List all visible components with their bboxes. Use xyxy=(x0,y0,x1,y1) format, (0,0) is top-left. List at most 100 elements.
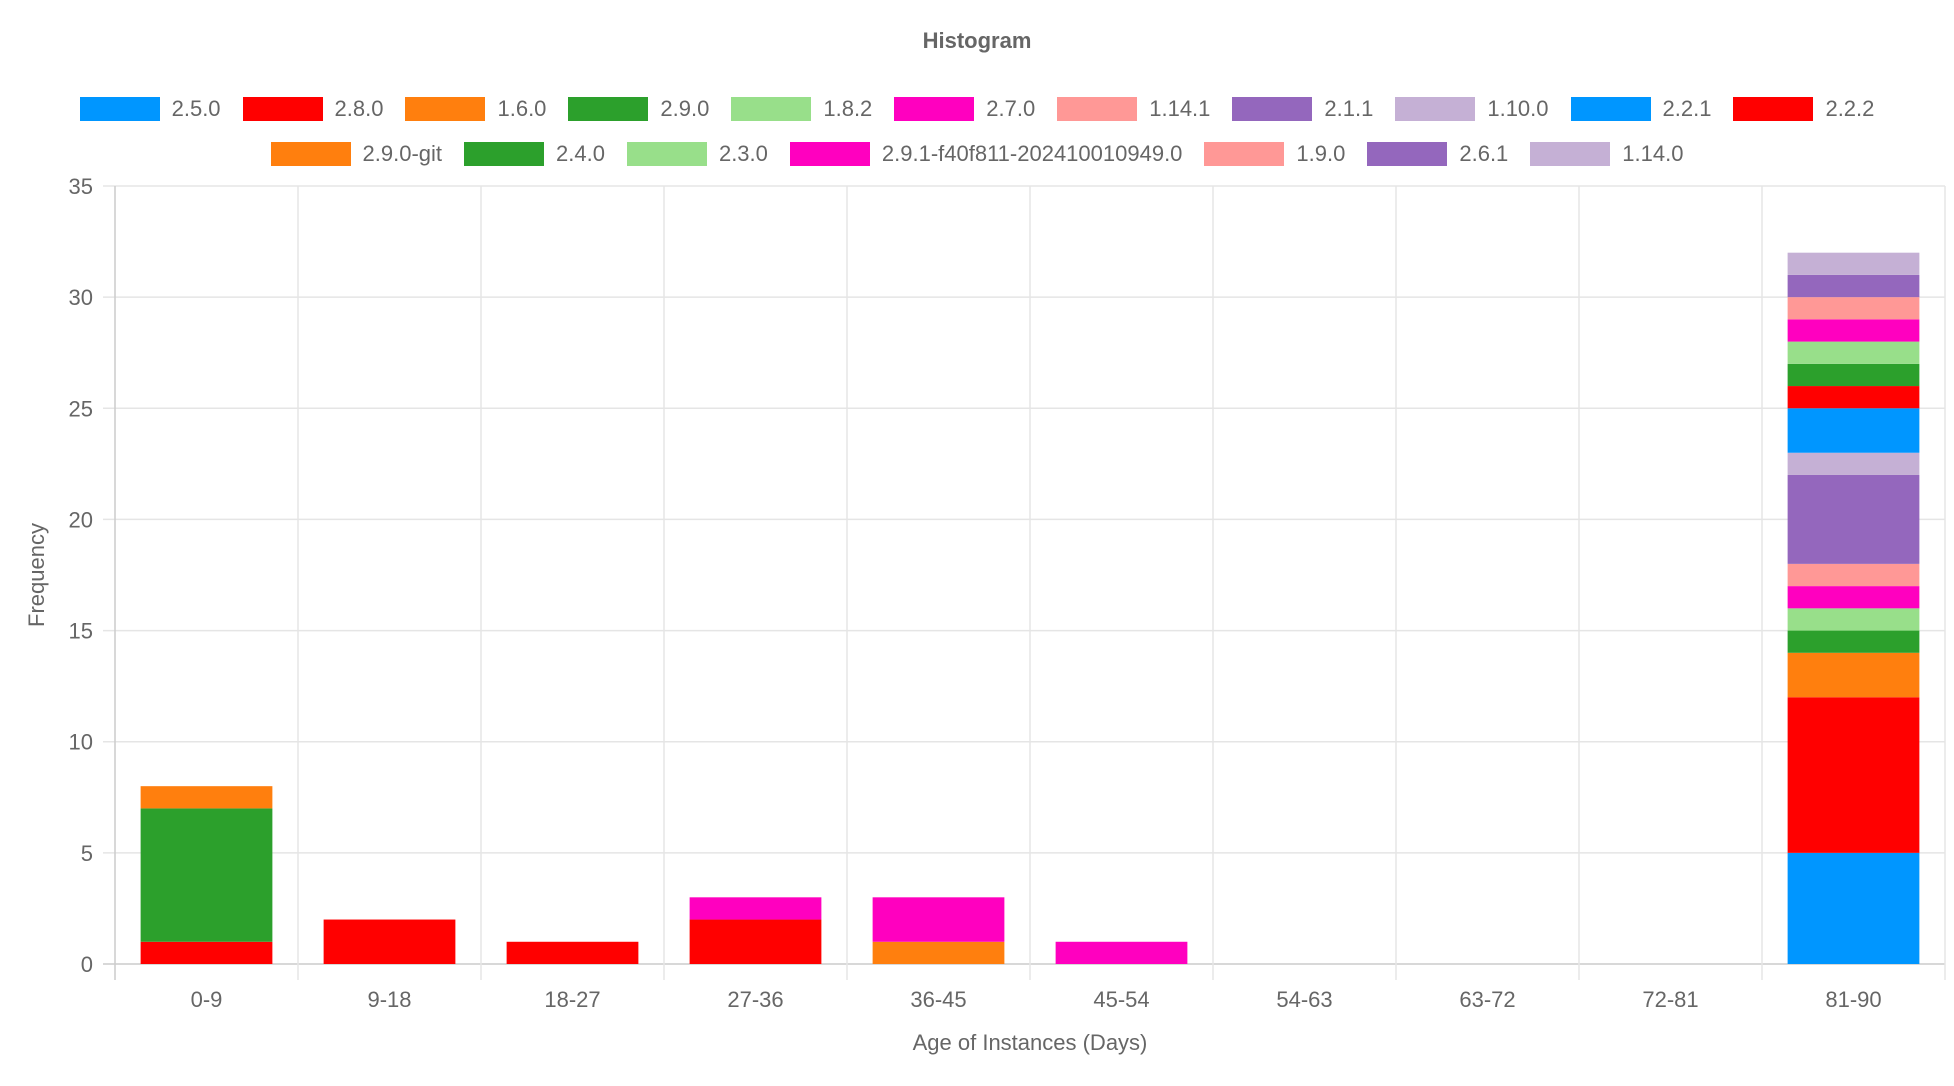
legend-label: 2.9.0 xyxy=(660,96,710,121)
legend-item[interactable]: 2.7.0 xyxy=(894,96,1035,122)
y-tick-label: 5 xyxy=(81,841,93,866)
legend-label: 2.3.0 xyxy=(718,141,768,166)
y-tick-label: 20 xyxy=(69,507,93,532)
legend-label: 2.1.1 xyxy=(1324,96,1374,121)
legend-swatch xyxy=(1530,142,1611,166)
legend-item[interactable]: 2.9.1-f40f811-202410010949.0 xyxy=(789,141,1183,167)
legend-label: 2.9.0-git xyxy=(362,141,443,166)
legend-label: 1.8.2 xyxy=(823,96,873,121)
legend-item[interactable]: 2.5.0 xyxy=(79,96,221,122)
bar-segment-2.9.0-git[interactable] xyxy=(872,941,1005,964)
legend-item[interactable]: 2.2.2 xyxy=(1733,96,1874,122)
legend-item[interactable]: 2.8.0 xyxy=(242,96,384,122)
x-tick-label: 36-45 xyxy=(910,987,966,1012)
y-axis-title: Frequency xyxy=(24,523,49,627)
x-tick-label: 54-63 xyxy=(1276,987,1332,1012)
legend-label: 1.14.0 xyxy=(1622,141,1684,166)
y-tick-label: 25 xyxy=(69,396,93,421)
bar-segment-2.9.0[interactable] xyxy=(140,808,273,942)
y-tick-label: 10 xyxy=(69,730,93,755)
bar-segment-1.9.0[interactable] xyxy=(1787,297,1920,320)
bar-segment-1.10.0[interactable] xyxy=(1787,452,1920,475)
bar-segment-2.9.0-git[interactable] xyxy=(140,786,273,809)
bar-segment-2.9.1-f40f811-202410010949.0[interactable] xyxy=(1055,941,1188,964)
legend-swatch xyxy=(1395,97,1476,121)
legend-swatch xyxy=(626,142,707,166)
legend-item[interactable]: 1.14.0 xyxy=(1530,141,1683,167)
bar-segment-1.14.1[interactable] xyxy=(1787,563,1920,587)
bar-segment-2.3.0[interactable] xyxy=(1787,341,1920,364)
x-tick-label: 81-90 xyxy=(1825,987,1881,1012)
legend-item[interactable]: 2.2.1 xyxy=(1570,96,1712,122)
x-tick-label: 9-18 xyxy=(367,987,411,1012)
x-tick-label: 0-9 xyxy=(191,987,223,1012)
legend-item[interactable]: 2.6.1 xyxy=(1367,141,1508,167)
legend-label: 2.2.1 xyxy=(1662,96,1712,121)
y-tick-label: 0 xyxy=(81,952,93,977)
legend-item[interactable]: 2.9.0 xyxy=(568,96,709,122)
legend-label: 2.2.2 xyxy=(1825,96,1875,121)
legend-row: 2.9.0-git 2.4.0 2.3.0 2.9.1-f40f811-2024100… xyxy=(0,141,1954,167)
legend-label: 1.14.1 xyxy=(1149,96,1211,121)
bar-segment-2.9.1-f40f811-202410010949.0[interactable] xyxy=(872,897,1005,942)
bar-segment-2.8.0[interactable] xyxy=(140,941,273,964)
bar-segment-2.5.0[interactable] xyxy=(1787,852,1920,964)
legend-item[interactable]: 1.6.0 xyxy=(405,96,546,122)
legend-swatch xyxy=(731,97,812,121)
y-tick-label: 15 xyxy=(69,619,93,644)
bar-segment-2.2.2[interactable] xyxy=(1787,386,1920,409)
legend-swatch xyxy=(894,97,975,121)
bar-segment-1.14.0[interactable] xyxy=(1787,252,1920,275)
bar-segment-2.8.0[interactable] xyxy=(1787,697,1920,853)
legend-swatch xyxy=(242,97,323,121)
legend-label: 2.9.1-f40f811-202410010949.0 xyxy=(881,141,1183,166)
bar-segment-2.8.0[interactable] xyxy=(689,919,822,964)
legend-item[interactable]: 1.14.1 xyxy=(1057,96,1210,122)
legend-swatch xyxy=(1232,97,1313,121)
legend-swatch xyxy=(1570,97,1651,121)
legend-item[interactable]: 2.3.0 xyxy=(626,141,768,167)
legend-item[interactable]: 2.4.0 xyxy=(464,141,605,167)
legend-label: 2.8.0 xyxy=(334,96,384,121)
bar-segment-2.8.0[interactable] xyxy=(323,919,456,964)
legend-row: 2.5.0 2.8.0 1.6.0 2.9.0 1.8.2 2.7.0 1.14.1 2.1.… xyxy=(0,96,1954,122)
bar-segment-1.8.2[interactable] xyxy=(1787,608,1920,631)
legend-label: 1.10.0 xyxy=(1487,96,1549,121)
x-tick-label: 18-27 xyxy=(544,987,600,1012)
legend-swatch xyxy=(1057,97,1138,121)
bar-segment-2.8.0[interactable] xyxy=(506,941,639,964)
legend-item[interactable]: 1.9.0 xyxy=(1204,141,1345,167)
bar-segment-2.6.1[interactable] xyxy=(1787,274,1920,298)
legend-swatch xyxy=(1733,97,1814,121)
legend-item[interactable]: 1.10.0 xyxy=(1395,96,1549,122)
legend-swatch xyxy=(789,142,870,166)
bar-segment-1.6.0[interactable] xyxy=(1787,652,1920,698)
x-tick-label: 27-36 xyxy=(727,987,783,1012)
legend-item[interactable]: 1.8.2 xyxy=(731,96,872,122)
bar-segment-2.7.0[interactable] xyxy=(1787,586,1920,609)
bar-segment-2.9.0[interactable] xyxy=(1787,630,1920,653)
legend-swatch xyxy=(1204,142,1285,166)
chart-title: Histogram xyxy=(922,28,1032,53)
x-tick-label: 63-72 xyxy=(1459,987,1515,1012)
x-tick-label: 72-81 xyxy=(1642,987,1698,1012)
legend-item[interactable]: 2.9.0-git xyxy=(270,141,443,167)
x-axis-title: Age of Instances (Days) xyxy=(913,1030,1148,1055)
bar-segment-2.9.1-f40f811-202410010949.0[interactable] xyxy=(1787,319,1920,342)
legend-swatch xyxy=(405,97,486,121)
legend-label: 2.6.1 xyxy=(1459,141,1509,166)
legend-item[interactable]: 2.1.1 xyxy=(1232,96,1373,122)
bar-segment-2.9.1-f40f811-202410010949.0[interactable] xyxy=(689,897,822,920)
y-tick-label: 30 xyxy=(69,285,93,310)
bar-segment-2.4.0[interactable] xyxy=(1787,363,1920,387)
legend-label: 2.4.0 xyxy=(556,141,605,166)
x-tick-label: 45-54 xyxy=(1093,987,1149,1012)
legend-label: 2.7.0 xyxy=(986,96,1036,121)
legend-label: 1.9.0 xyxy=(1296,141,1346,166)
bar-segment-2.2.1[interactable] xyxy=(1787,408,1920,453)
y-tick-label: 35 xyxy=(69,174,93,199)
legend-swatch xyxy=(270,142,351,166)
bar-segment-2.1.1[interactable] xyxy=(1787,474,1920,564)
legend-label: 2.5.0 xyxy=(171,96,221,121)
